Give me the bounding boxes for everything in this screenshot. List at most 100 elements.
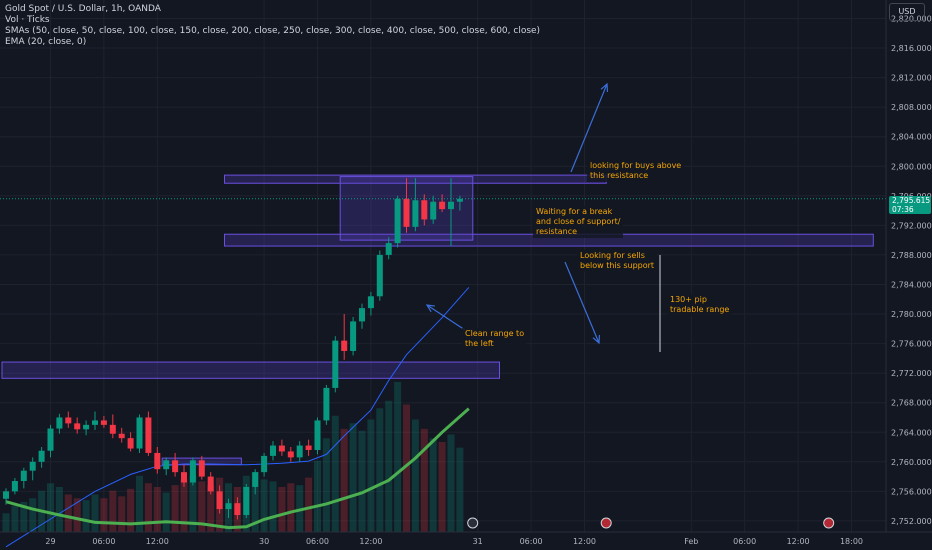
volume-bar	[331, 415, 339, 532]
candle-body	[403, 198, 410, 227]
candle	[403, 178, 410, 233]
volume-bar	[278, 487, 286, 532]
candle	[394, 195, 401, 248]
volume-bar	[162, 492, 170, 532]
annotation-arrows	[425, 82, 609, 345]
candle-body	[296, 445, 303, 458]
ema-line	[5, 407, 470, 530]
candle	[332, 336, 339, 393]
candle	[261, 452, 268, 477]
currency-button[interactable]: USD	[889, 3, 925, 21]
volume-bar	[358, 430, 366, 532]
candle-body	[92, 420, 98, 425]
volume-bar	[2, 513, 10, 532]
price-scale: 2,820.000 2,816.000 2,812.000 2,808.000 2,80…	[885, 0, 932, 532]
time-tick-label: 06:00	[92, 537, 115, 546]
candle-body	[136, 417, 143, 449]
candle	[430, 195, 437, 224]
symbol-label[interactable]: Gold Spot / U.S. Dollar, 1h, OANDA	[5, 4, 161, 14]
volume-bar	[207, 485, 215, 532]
volume-bar	[376, 408, 384, 532]
candle-body	[314, 420, 321, 450]
arrow-head	[600, 82, 609, 93]
volume-bar	[47, 483, 54, 532]
volume-bar	[438, 442, 446, 532]
time-scale: 29 06:00 12:00 30 06:00 12:00 31 06:00 12:00 Feb 0…	[0, 531, 932, 546]
sma-indicator-label[interactable]: SMAs (50, close, 50, close, 100, close, …	[5, 26, 541, 36]
candle	[172, 452, 179, 477]
candle-body	[207, 476, 214, 492]
price-tick-label: 2,792.000	[891, 221, 932, 230]
volume-bar	[260, 479, 268, 532]
time-tick-label: 12:00	[359, 537, 382, 546]
volume-bar	[55, 487, 63, 532]
last-price-label: 2,795.615 07:36	[889, 196, 931, 214]
note-buys[interactable]: looking for buys above this resistance	[587, 160, 685, 182]
price-tick-label: 2,812.000	[891, 74, 932, 83]
candle-body	[350, 321, 357, 351]
candle	[47, 424, 54, 458]
ema-indicator-label[interactable]: EMA (20, close, 0)	[5, 37, 87, 47]
candle	[38, 447, 45, 468]
chart-legend: Gold Spot / U.S. Dollar, 1h, OANDA Vol ·…	[5, 4, 540, 48]
candle	[109, 414, 116, 439]
candle	[225, 498, 232, 518]
volume-bar	[29, 498, 37, 532]
volume-bar	[180, 479, 188, 532]
price-tick-label: 2,776.000	[891, 340, 932, 349]
candle	[421, 194, 428, 226]
price-tick-label: 2,760.000	[891, 458, 932, 467]
candle-body	[189, 460, 196, 483]
candle	[92, 411, 98, 431]
event-icon	[467, 517, 479, 529]
price-tick-label: 2,780.000	[891, 310, 932, 319]
volume-bar	[349, 423, 357, 532]
candle-body	[225, 503, 232, 510]
candle-body	[216, 491, 223, 510]
note-sells[interactable]: Looking for sells below this support	[577, 250, 658, 272]
zones	[1, 174, 874, 466]
candle-body	[100, 420, 107, 425]
candle-body	[163, 460, 170, 470]
candle	[367, 291, 374, 316]
candle	[305, 439, 312, 456]
candle-body	[332, 340, 339, 388]
volume-bar	[136, 475, 143, 532]
note-pip-range[interactable]: 130+ pip tradable range	[667, 294, 733, 316]
candle	[56, 413, 63, 434]
note-wait[interactable]: Waiting for a break and close of support…	[533, 206, 624, 238]
candle-body	[430, 201, 437, 220]
candle	[278, 439, 285, 456]
price-tick-label: 2,808.000	[891, 103, 932, 112]
candle-body	[278, 445, 285, 452]
candle-body	[11, 481, 18, 492]
candle-body	[341, 340, 348, 351]
candle	[145, 411, 152, 456]
candle-body	[261, 455, 268, 473]
volume-indicator-label[interactable]: Vol · Ticks	[5, 15, 50, 25]
candle-body	[198, 460, 205, 477]
time-tick-label: 31	[473, 537, 483, 546]
candle	[385, 237, 392, 260]
volume-bar	[287, 483, 295, 532]
volume-bar	[411, 419, 419, 532]
volume-bar	[73, 498, 81, 532]
candle-body	[305, 445, 312, 450]
volume-bar	[109, 490, 117, 532]
volume-bar	[144, 483, 152, 532]
candle-body	[145, 417, 152, 453]
volume-bar	[314, 460, 321, 532]
note-clean-range[interactable]: Clean range to the left	[462, 328, 528, 350]
candle	[412, 178, 419, 232]
candle	[207, 472, 214, 495]
candle	[20, 467, 27, 489]
volume-bar	[456, 447, 464, 532]
sma-line	[5, 287, 470, 548]
candle	[11, 478, 18, 495]
volume-bar	[251, 472, 259, 532]
volume-bar	[322, 438, 330, 532]
time-tick-label: 12:00	[573, 537, 596, 546]
candle	[83, 420, 90, 436]
volume-bar	[64, 494, 72, 532]
